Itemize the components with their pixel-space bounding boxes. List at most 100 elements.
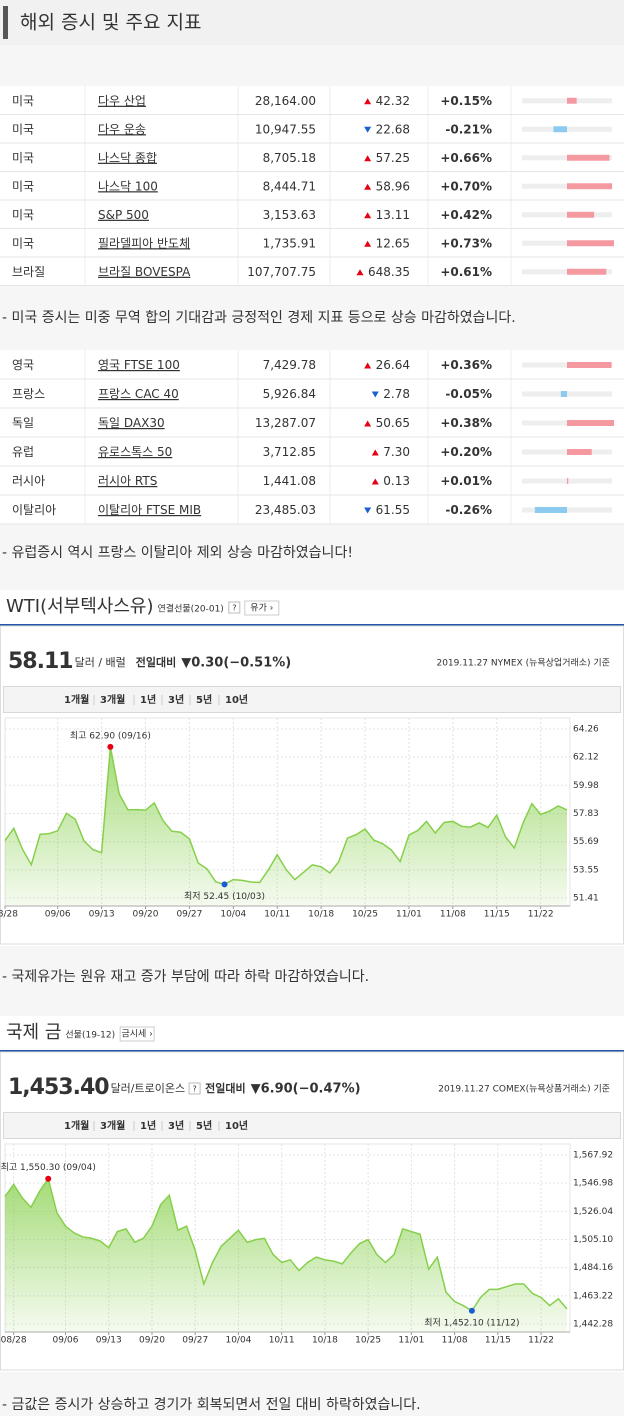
change: 22.68 [376,122,410,136]
direction-icon [364,420,372,427]
direction-icon [371,391,379,398]
source: 2019.11.27 COMEX(뉴욕상품거래소) 기준 [438,1084,610,1095]
period-tab[interactable]: 1년 [140,1119,156,1132]
country: 프랑스 [12,387,45,401]
index-name: 유로스톡스 50 [98,445,172,459]
period-tab[interactable]: 1년 [140,693,156,706]
period-tab[interactable]: 3개월 [100,1119,125,1132]
accent-line [0,624,624,627]
change-rate: +0.38% [440,416,492,430]
x-tick-label: 09/06 [53,1336,79,1346]
price: 8,444.71 [263,179,316,193]
change-bar [567,478,569,484]
price: 107,707.75 [247,265,316,279]
index-name: 브라질 BOVESPA [98,265,191,279]
y-tick-label: 1,442.28 [573,1320,613,1330]
country: 유럽 [12,445,34,459]
change-rate: +0.20% [440,445,492,459]
y-tick-label: 51.41 [573,894,599,904]
country: 이탈리아 [12,503,56,517]
x-tick-label: 09/06 [45,910,71,920]
x-tick-label: 09/13 [96,1336,122,1346]
period-tab[interactable]: 5년 [196,693,212,706]
link-button[interactable] [119,1026,155,1042]
change-rate: +0.66% [440,151,492,165]
country: 미국 [12,122,34,136]
low-marker [221,881,228,888]
link-button-label: 금시세 › [122,1029,153,1040]
change-rate: +0.61% [440,265,492,279]
price: 58.11 [8,649,73,674]
price: 28,164.00 [255,94,316,108]
link-button[interactable] [244,600,280,616]
accent-line [0,1050,624,1053]
low-label: 최저 1,452.10 (11/12) [424,1317,519,1328]
country: 미국 [12,151,34,165]
y-tick-label: 1,546.98 [573,1179,613,1189]
high-marker [45,1175,52,1182]
change: 0.13 [383,474,410,488]
x-tick-label: 11/01 [398,1336,424,1346]
header-marker [3,6,8,39]
tab-bar [3,1112,621,1139]
x-tick-label: 10/18 [312,1336,338,1346]
price-unit: 달러/트로이온스 [111,1082,186,1095]
change-rate: -0.21% [445,122,492,136]
change-bar [567,449,592,455]
direction-icon [364,240,372,247]
change: ▼0.30(−0.51%) [181,656,291,671]
change-rate: -0.05% [445,387,492,401]
direction-icon [356,269,364,276]
change-bar [567,183,613,190]
note: - 유럽증시 역시 프랑스 이탈리아 제외 상승 마감하였습니다! [2,545,353,561]
index-name: 영국 FTSE 100 [98,358,180,372]
tab-bar [3,686,621,713]
change-bar [560,391,567,397]
change: 57.25 [376,151,410,165]
x-tick-label: 11/08 [440,910,466,920]
index-name: 프랑스 CAC 40 [98,387,179,401]
period-tab[interactable]: 10년 [225,1119,248,1132]
index-name: 나스닥 종합 [98,151,157,165]
index-name: 러시아 RTS [98,474,157,488]
change: 648.35 [368,265,410,279]
change-bar [567,240,614,247]
period-tab[interactable]: 5년 [196,1119,212,1132]
x-tick-label: 10/11 [269,1336,295,1346]
country: 브라질 [12,265,45,279]
x-tick-label: 11/08 [442,1336,468,1346]
price-line [4,746,568,886]
change-bar [567,420,614,426]
chart-subtitle: 선물(19-12) [65,1030,115,1041]
header-band [0,0,624,45]
help-icon: ? [192,1085,196,1094]
country: 독일 [12,416,34,430]
period-tab[interactable]: 3년 [168,693,184,706]
change: 26.64 [376,358,410,372]
direction-icon [364,183,372,190]
country: 미국 [12,94,34,108]
x-tick-label: 10/04 [220,910,246,920]
low-label: 최저 52.45 (10/03) [184,891,265,902]
country: 미국 [12,236,34,250]
period-tab[interactable]: 1개월 [64,1119,89,1132]
direction-icon [364,155,372,162]
period-tab[interactable]: 3개월 [100,693,125,706]
y-tick-label: 57.83 [573,809,599,819]
price: 7,429.78 [263,358,316,372]
price: 1,453.40 [8,1075,109,1100]
y-tick-label: 64.26 [573,725,599,735]
change-bar [567,211,595,218]
y-tick-label: 1,463.22 [573,1291,613,1301]
note: - 미국 증시는 미중 무역 합의 기대감과 긍정적인 경제 지표 등으로 상승… [2,310,516,326]
change-rate: +0.70% [440,179,492,193]
period-tab[interactable]: 3년 [168,1119,184,1132]
period-tab[interactable]: 10년 [225,693,248,706]
period-tab[interactable]: 1개월 [64,693,89,706]
change-bar [567,97,577,104]
area-fill [5,746,567,906]
price: 1,441.08 [263,474,316,488]
y-tick-label: 1,526.04 [573,1207,613,1217]
x-tick-label: 11/15 [485,1336,511,1346]
change: 12.65 [376,236,410,250]
